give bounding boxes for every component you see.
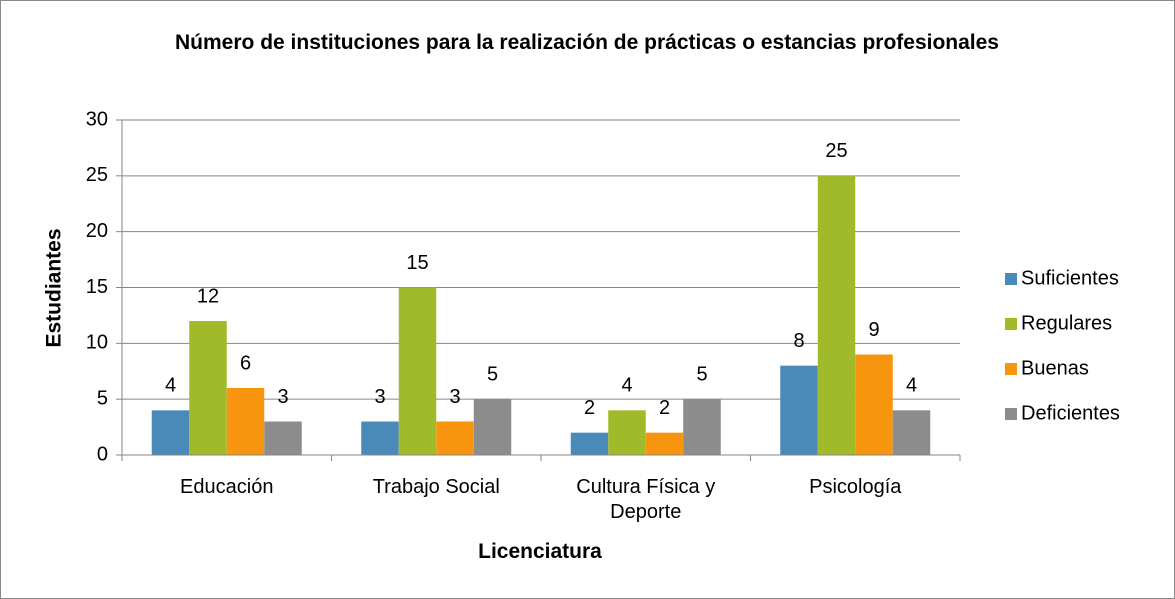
x-tick-label: Trabajo Social xyxy=(372,476,500,498)
bar xyxy=(436,421,474,455)
y-tick-label: 5 xyxy=(97,387,108,409)
legend-label: Suficientes xyxy=(1021,267,1119,289)
legend-swatch xyxy=(1005,408,1017,420)
bar xyxy=(817,175,856,456)
bar xyxy=(855,354,893,455)
y-tick-label: 10 xyxy=(86,332,108,354)
bar xyxy=(398,287,437,455)
data-label: 4 xyxy=(165,375,176,397)
y-tick-label: 0 xyxy=(97,443,108,465)
bar xyxy=(570,432,609,455)
bar xyxy=(226,388,265,455)
bar xyxy=(683,399,721,455)
bar xyxy=(608,410,646,455)
legend-swatch xyxy=(1005,273,1017,285)
x-axis-label: Licenciatura xyxy=(478,540,602,563)
x-tick-label: Psicología xyxy=(809,476,902,498)
bar xyxy=(264,421,302,455)
data-label: 8 xyxy=(793,330,804,352)
data-label: 4 xyxy=(906,375,917,397)
legend-label: Regulares xyxy=(1021,312,1112,334)
data-label: 15 xyxy=(406,252,428,274)
data-label: 3 xyxy=(449,386,460,408)
x-tick-label: Cultura Física y Deporte xyxy=(576,476,716,523)
bar xyxy=(189,321,227,455)
data-label: 2 xyxy=(659,397,670,419)
legend-swatch xyxy=(1005,318,1017,330)
bar xyxy=(473,399,512,455)
bar xyxy=(780,365,818,455)
chart-title: Número de instituciones para la realizac… xyxy=(175,31,999,54)
y-tick-label: 25 xyxy=(86,164,108,186)
x-tick-label: Educación xyxy=(180,476,274,498)
data-label: 5 xyxy=(696,363,707,385)
y-tick-label: 30 xyxy=(86,108,108,130)
data-label: 9 xyxy=(868,319,879,341)
legend-swatch xyxy=(1005,363,1017,375)
legend-label: Buenas xyxy=(1021,357,1089,379)
bar xyxy=(892,410,931,455)
data-label: 5 xyxy=(487,363,498,385)
bar xyxy=(151,410,190,455)
bar xyxy=(645,432,684,455)
data-label: 25 xyxy=(825,140,847,162)
y-axis-label: Estudiantes xyxy=(43,228,66,347)
data-label: 3 xyxy=(277,386,288,408)
bar xyxy=(361,421,399,455)
data-label: 4 xyxy=(621,375,632,397)
legend-label: Deficientes xyxy=(1021,402,1120,424)
y-tick-label: 20 xyxy=(86,220,108,242)
data-label: 6 xyxy=(240,352,251,374)
data-label: 3 xyxy=(374,386,385,408)
y-tick-label: 15 xyxy=(86,276,108,298)
data-label: 12 xyxy=(197,285,219,307)
data-label: 2 xyxy=(584,397,595,419)
